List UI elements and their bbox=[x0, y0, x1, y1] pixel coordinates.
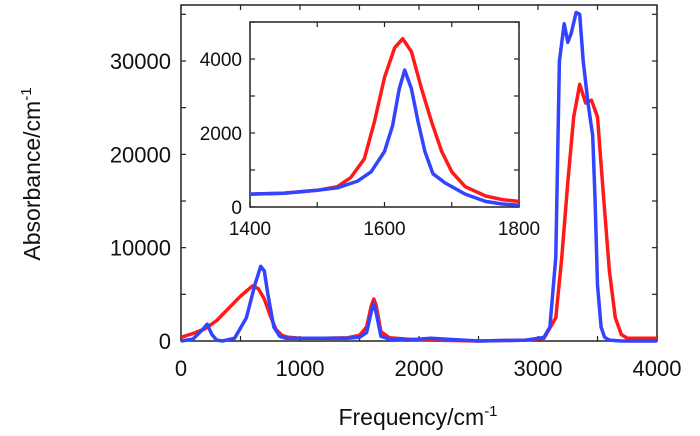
y-axis-label: Absorbance/cm-1 bbox=[18, 87, 45, 260]
y-tick-label: 0 bbox=[159, 329, 171, 354]
series-line-blue bbox=[180, 10, 657, 343]
series-line-blue bbox=[249, 68, 520, 207]
y-tick-label: 0 bbox=[231, 198, 242, 219]
plot-frame bbox=[249, 21, 520, 208]
x-tick-label: 1400 bbox=[229, 219, 271, 240]
x-tick-label: 2000 bbox=[395, 356, 444, 381]
y-tick-label: 30000 bbox=[110, 49, 171, 74]
y-tick-label: 4000 bbox=[200, 50, 242, 71]
x-axis-label: Frequency/cm-1 bbox=[338, 403, 497, 430]
x-tick-label: 1000 bbox=[276, 356, 325, 381]
x-tick-label: 0 bbox=[175, 356, 187, 381]
inset-plot: 1400 1600 1800 0 2000 4000 bbox=[200, 21, 540, 240]
x-tick-label: 1800 bbox=[498, 219, 540, 240]
y-tick-label: 2000 bbox=[200, 124, 242, 145]
x-tick-label: 3000 bbox=[514, 356, 563, 381]
y-tick-label: 20000 bbox=[110, 142, 171, 167]
y-tick-label: 10000 bbox=[110, 236, 171, 261]
x-tick-label: 4000 bbox=[633, 356, 682, 381]
x-tick-label: 1600 bbox=[363, 219, 405, 240]
